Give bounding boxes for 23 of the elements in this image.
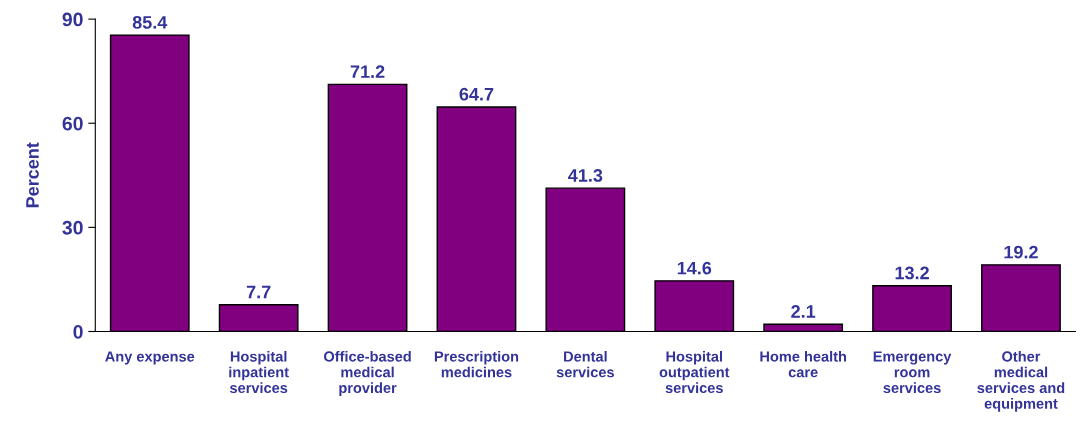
x-tick-label: Hospital inpatient services	[229, 350, 289, 394]
x-tick-label: Office-based medical provider	[324, 350, 411, 396]
y-tick-label: 60	[62, 116, 83, 131]
x-tick-label: Any expense	[105, 351, 195, 365]
data-label: 13.2	[895, 266, 929, 280]
y-axis-title: Percent	[26, 142, 39, 208]
data-label: 19.2	[1004, 245, 1038, 259]
data-label: 14.6	[677, 261, 712, 275]
y-tick-label: 0	[73, 324, 83, 339]
x-tick-label: Hospital outpatient services	[659, 350, 730, 394]
x-tick-label: Other medical services and equipment	[977, 350, 1065, 412]
data-label: 41.3	[568, 169, 603, 182]
data-label: 85.4	[132, 15, 168, 29]
y-tick-label: 90	[62, 12, 83, 27]
data-label: 64.7	[459, 87, 494, 101]
x-tick-label: Dental services	[556, 350, 614, 378]
x-tick-label: Prescription medicines	[434, 350, 519, 378]
x-tick-label: Home health care	[760, 350, 847, 378]
x-tick-label: Emergency room services	[873, 351, 952, 394]
data-label: 2.1	[791, 305, 816, 318]
y-tick-label: 30	[62, 220, 83, 235]
data-label: 7.7	[246, 285, 271, 299]
data-label: 71.2	[350, 65, 385, 78]
